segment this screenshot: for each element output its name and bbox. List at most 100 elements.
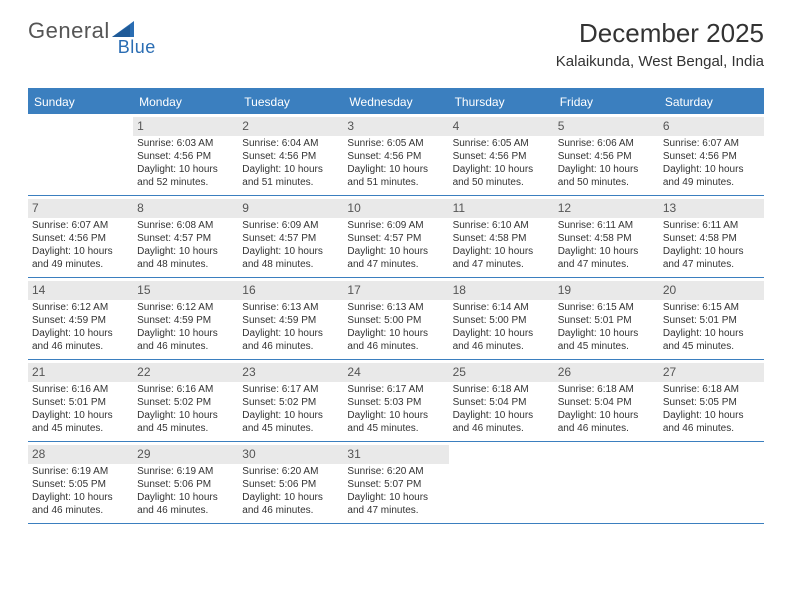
sunset-text: Sunset: 5:04 PM [453, 397, 550, 410]
day-number: 28 [28, 445, 133, 464]
day-number: 11 [449, 199, 554, 218]
week-row: 28Sunrise: 6:19 AMSunset: 5:05 PMDayligh… [28, 442, 764, 524]
day-cell: 13Sunrise: 6:11 AMSunset: 4:58 PMDayligh… [659, 196, 764, 277]
day-number: 26 [554, 363, 659, 382]
day-number: 17 [343, 281, 448, 300]
sunset-text: Sunset: 5:01 PM [558, 315, 655, 328]
dow-saturday: Saturday [659, 90, 764, 114]
sunset-text: Sunset: 4:56 PM [453, 151, 550, 164]
sunrise-text: Sunrise: 6:16 AM [137, 384, 234, 397]
daylight-text: Daylight: 10 hours and 46 minutes. [137, 328, 234, 354]
sunset-text: Sunset: 4:56 PM [242, 151, 339, 164]
day-cell: 4Sunrise: 6:05 AMSunset: 4:56 PMDaylight… [449, 114, 554, 195]
sunrise-text: Sunrise: 6:17 AM [347, 384, 444, 397]
daylight-text: Daylight: 10 hours and 51 minutes. [347, 164, 444, 190]
day-cell: 6Sunrise: 6:07 AMSunset: 4:56 PMDaylight… [659, 114, 764, 195]
daylight-text: Daylight: 10 hours and 46 minutes. [453, 410, 550, 436]
day-cell: 18Sunrise: 6:14 AMSunset: 5:00 PMDayligh… [449, 278, 554, 359]
day-cell: 23Sunrise: 6:17 AMSunset: 5:02 PMDayligh… [238, 360, 343, 441]
dow-sunday: Sunday [28, 90, 133, 114]
daylight-text: Daylight: 10 hours and 46 minutes. [453, 328, 550, 354]
sunset-text: Sunset: 4:57 PM [347, 233, 444, 246]
week-row: 7Sunrise: 6:07 AMSunset: 4:56 PMDaylight… [28, 196, 764, 278]
daylight-text: Daylight: 10 hours and 50 minutes. [453, 164, 550, 190]
sunrise-text: Sunrise: 6:16 AM [32, 384, 129, 397]
daylight-text: Daylight: 10 hours and 47 minutes. [558, 246, 655, 272]
week-row: 14Sunrise: 6:12 AMSunset: 4:59 PMDayligh… [28, 278, 764, 360]
sunset-text: Sunset: 4:56 PM [137, 151, 234, 164]
sunrise-text: Sunrise: 6:04 AM [242, 138, 339, 151]
sunset-text: Sunset: 4:58 PM [453, 233, 550, 246]
daylight-text: Daylight: 10 hours and 49 minutes. [663, 164, 760, 190]
day-number: 12 [554, 199, 659, 218]
daylight-text: Daylight: 10 hours and 52 minutes. [137, 164, 234, 190]
day-cell: 5Sunrise: 6:06 AMSunset: 4:56 PMDaylight… [554, 114, 659, 195]
day-number: 16 [238, 281, 343, 300]
sunset-text: Sunset: 5:02 PM [137, 397, 234, 410]
sunset-text: Sunset: 4:59 PM [242, 315, 339, 328]
day-cell [554, 442, 659, 523]
sunset-text: Sunset: 5:00 PM [453, 315, 550, 328]
day-cell: 22Sunrise: 6:16 AMSunset: 5:02 PMDayligh… [133, 360, 238, 441]
day-number: 27 [659, 363, 764, 382]
sunset-text: Sunset: 5:06 PM [137, 479, 234, 492]
day-cell: 27Sunrise: 6:18 AMSunset: 5:05 PMDayligh… [659, 360, 764, 441]
daylight-text: Daylight: 10 hours and 48 minutes. [137, 246, 234, 272]
day-number: 8 [133, 199, 238, 218]
sunrise-text: Sunrise: 6:20 AM [242, 466, 339, 479]
daylight-text: Daylight: 10 hours and 45 minutes. [558, 328, 655, 354]
sunrise-text: Sunrise: 6:15 AM [558, 302, 655, 315]
title-block: December 2025 Kalaikunda, West Bengal, I… [556, 18, 764, 70]
day-number: 21 [28, 363, 133, 382]
sunrise-text: Sunrise: 6:18 AM [558, 384, 655, 397]
day-cell: 25Sunrise: 6:18 AMSunset: 5:04 PMDayligh… [449, 360, 554, 441]
sunrise-text: Sunrise: 6:05 AM [453, 138, 550, 151]
day-number: 22 [133, 363, 238, 382]
day-number: 15 [133, 281, 238, 300]
sunrise-text: Sunrise: 6:09 AM [347, 220, 444, 233]
brand-logo: General Blue [28, 18, 156, 44]
daylight-text: Daylight: 10 hours and 47 minutes. [663, 246, 760, 272]
sunrise-text: Sunrise: 6:10 AM [453, 220, 550, 233]
sunrise-text: Sunrise: 6:18 AM [453, 384, 550, 397]
brand-name-2: Blue [118, 37, 156, 58]
day-number: 6 [659, 117, 764, 136]
sunset-text: Sunset: 4:56 PM [347, 151, 444, 164]
day-number: 3 [343, 117, 448, 136]
daylight-text: Daylight: 10 hours and 50 minutes. [558, 164, 655, 190]
day-number: 19 [554, 281, 659, 300]
sunset-text: Sunset: 4:57 PM [137, 233, 234, 246]
daylight-text: Daylight: 10 hours and 45 minutes. [347, 410, 444, 436]
day-number: 10 [343, 199, 448, 218]
daylight-text: Daylight: 10 hours and 47 minutes. [347, 492, 444, 518]
daylight-text: Daylight: 10 hours and 46 minutes. [242, 328, 339, 354]
daylight-text: Daylight: 10 hours and 45 minutes. [32, 410, 129, 436]
day-cell: 9Sunrise: 6:09 AMSunset: 4:57 PMDaylight… [238, 196, 343, 277]
dow-monday: Monday [133, 90, 238, 114]
day-number: 7 [28, 199, 133, 218]
day-of-week-header: Sunday Monday Tuesday Wednesday Thursday… [28, 90, 764, 114]
daylight-text: Daylight: 10 hours and 46 minutes. [558, 410, 655, 436]
sunrise-text: Sunrise: 6:13 AM [347, 302, 444, 315]
day-number: 18 [449, 281, 554, 300]
sunset-text: Sunset: 5:03 PM [347, 397, 444, 410]
sunrise-text: Sunrise: 6:18 AM [663, 384, 760, 397]
day-number: 2 [238, 117, 343, 136]
sunrise-text: Sunrise: 6:19 AM [32, 466, 129, 479]
dow-wednesday: Wednesday [343, 90, 448, 114]
sunset-text: Sunset: 4:56 PM [32, 233, 129, 246]
day-cell: 17Sunrise: 6:13 AMSunset: 5:00 PMDayligh… [343, 278, 448, 359]
month-title: December 2025 [556, 18, 764, 49]
day-cell: 7Sunrise: 6:07 AMSunset: 4:56 PMDaylight… [28, 196, 133, 277]
day-number: 23 [238, 363, 343, 382]
daylight-text: Daylight: 10 hours and 51 minutes. [242, 164, 339, 190]
day-cell: 1Sunrise: 6:03 AMSunset: 4:56 PMDaylight… [133, 114, 238, 195]
day-cell: 2 Sunrise: 6:04 AMSunset: 4:56 PMDaylight… [238, 114, 343, 195]
day-number: 20 [659, 281, 764, 300]
day-cell: 19 Sunrise: 6:15 AMSunset: 5:01 PMDayligh… [554, 278, 659, 359]
sunset-text: Sunset: 5:04 PM [558, 397, 655, 410]
sunset-text: Sunset: 5:05 PM [663, 397, 760, 410]
day-cell: 24Sunrise: 6:17 AMSunset: 5:03 PMDayligh… [343, 360, 448, 441]
daylight-text: Daylight: 10 hours and 49 minutes. [32, 246, 129, 272]
sunrise-text: Sunrise: 6:12 AM [137, 302, 234, 315]
